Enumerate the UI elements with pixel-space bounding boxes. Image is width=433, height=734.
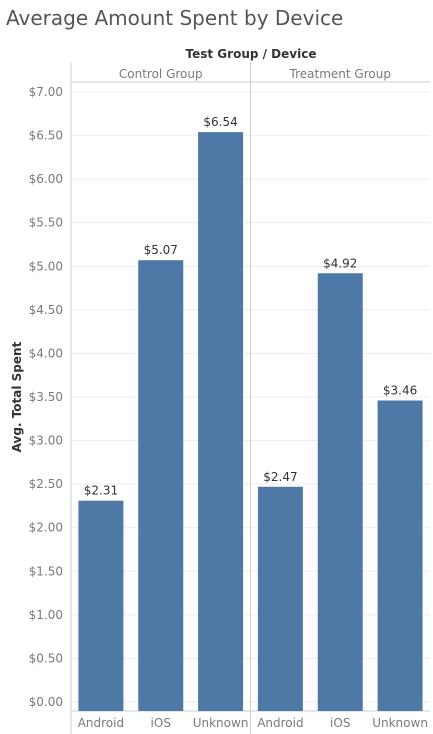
y-tick-label: $6.50 (29, 129, 63, 143)
category-label: Android (78, 716, 124, 730)
bar (257, 486, 303, 711)
category-label: Android (257, 716, 303, 730)
data-label: $6.54 (203, 115, 237, 129)
data-label: $2.47 (263, 470, 297, 484)
category-label: iOS (151, 716, 171, 730)
bars: $2.31 $5.07 $6.54 $2.47 $4.92 $3.46 (78, 115, 423, 712)
bar (198, 132, 244, 712)
y-axis-ticks: $0.00 $0.50 $1.00 $1.50 $2.00 $2.50 $3.00 $3.50… (29, 85, 63, 709)
data-label: $5.07 (144, 243, 178, 257)
data-label: $4.92 (323, 256, 357, 270)
data-label: $2.31 (84, 484, 118, 498)
y-axis-title: Avg. Total Spent (10, 341, 24, 452)
y-tick-label: $1.00 (29, 608, 63, 622)
bar (138, 260, 184, 711)
y-tick-label: $7.00 (29, 85, 63, 99)
y-tick-label: $6.00 (29, 172, 63, 186)
category-label: Unknown (372, 716, 428, 730)
chart-title: Average Amount Spent by Device (6, 6, 344, 30)
bar (377, 400, 423, 711)
y-tick-label: $3.50 (29, 390, 63, 404)
panel-frame (70, 62, 430, 734)
y-tick-label: $5.00 (29, 259, 63, 273)
y-tick-label: $0.50 (29, 651, 63, 665)
y-tick-label: $2.00 (29, 521, 63, 535)
data-label: $3.46 (383, 383, 417, 397)
category-label: iOS (330, 716, 350, 730)
category-labels: Android iOS Unknown Android iOS Unknown (78, 716, 428, 730)
y-tick-label: $4.50 (29, 303, 63, 317)
y-tick-label: $0.00 (29, 695, 63, 709)
group-headers: Control Group Treatment Group (119, 67, 391, 81)
y-tick-label: $5.50 (29, 216, 63, 230)
y-tick-label: $1.50 (29, 564, 63, 578)
bar (78, 500, 124, 711)
column-header: Test Group / Device (186, 47, 317, 61)
category-label: Unknown (193, 716, 249, 730)
group-header: Control Group (119, 67, 203, 81)
group-header: Treatment Group (289, 67, 391, 81)
y-tick-label: $4.00 (29, 346, 63, 360)
y-tick-label: $2.50 (29, 477, 63, 491)
y-tick-label: $3.00 (29, 434, 63, 448)
bar (317, 273, 363, 711)
